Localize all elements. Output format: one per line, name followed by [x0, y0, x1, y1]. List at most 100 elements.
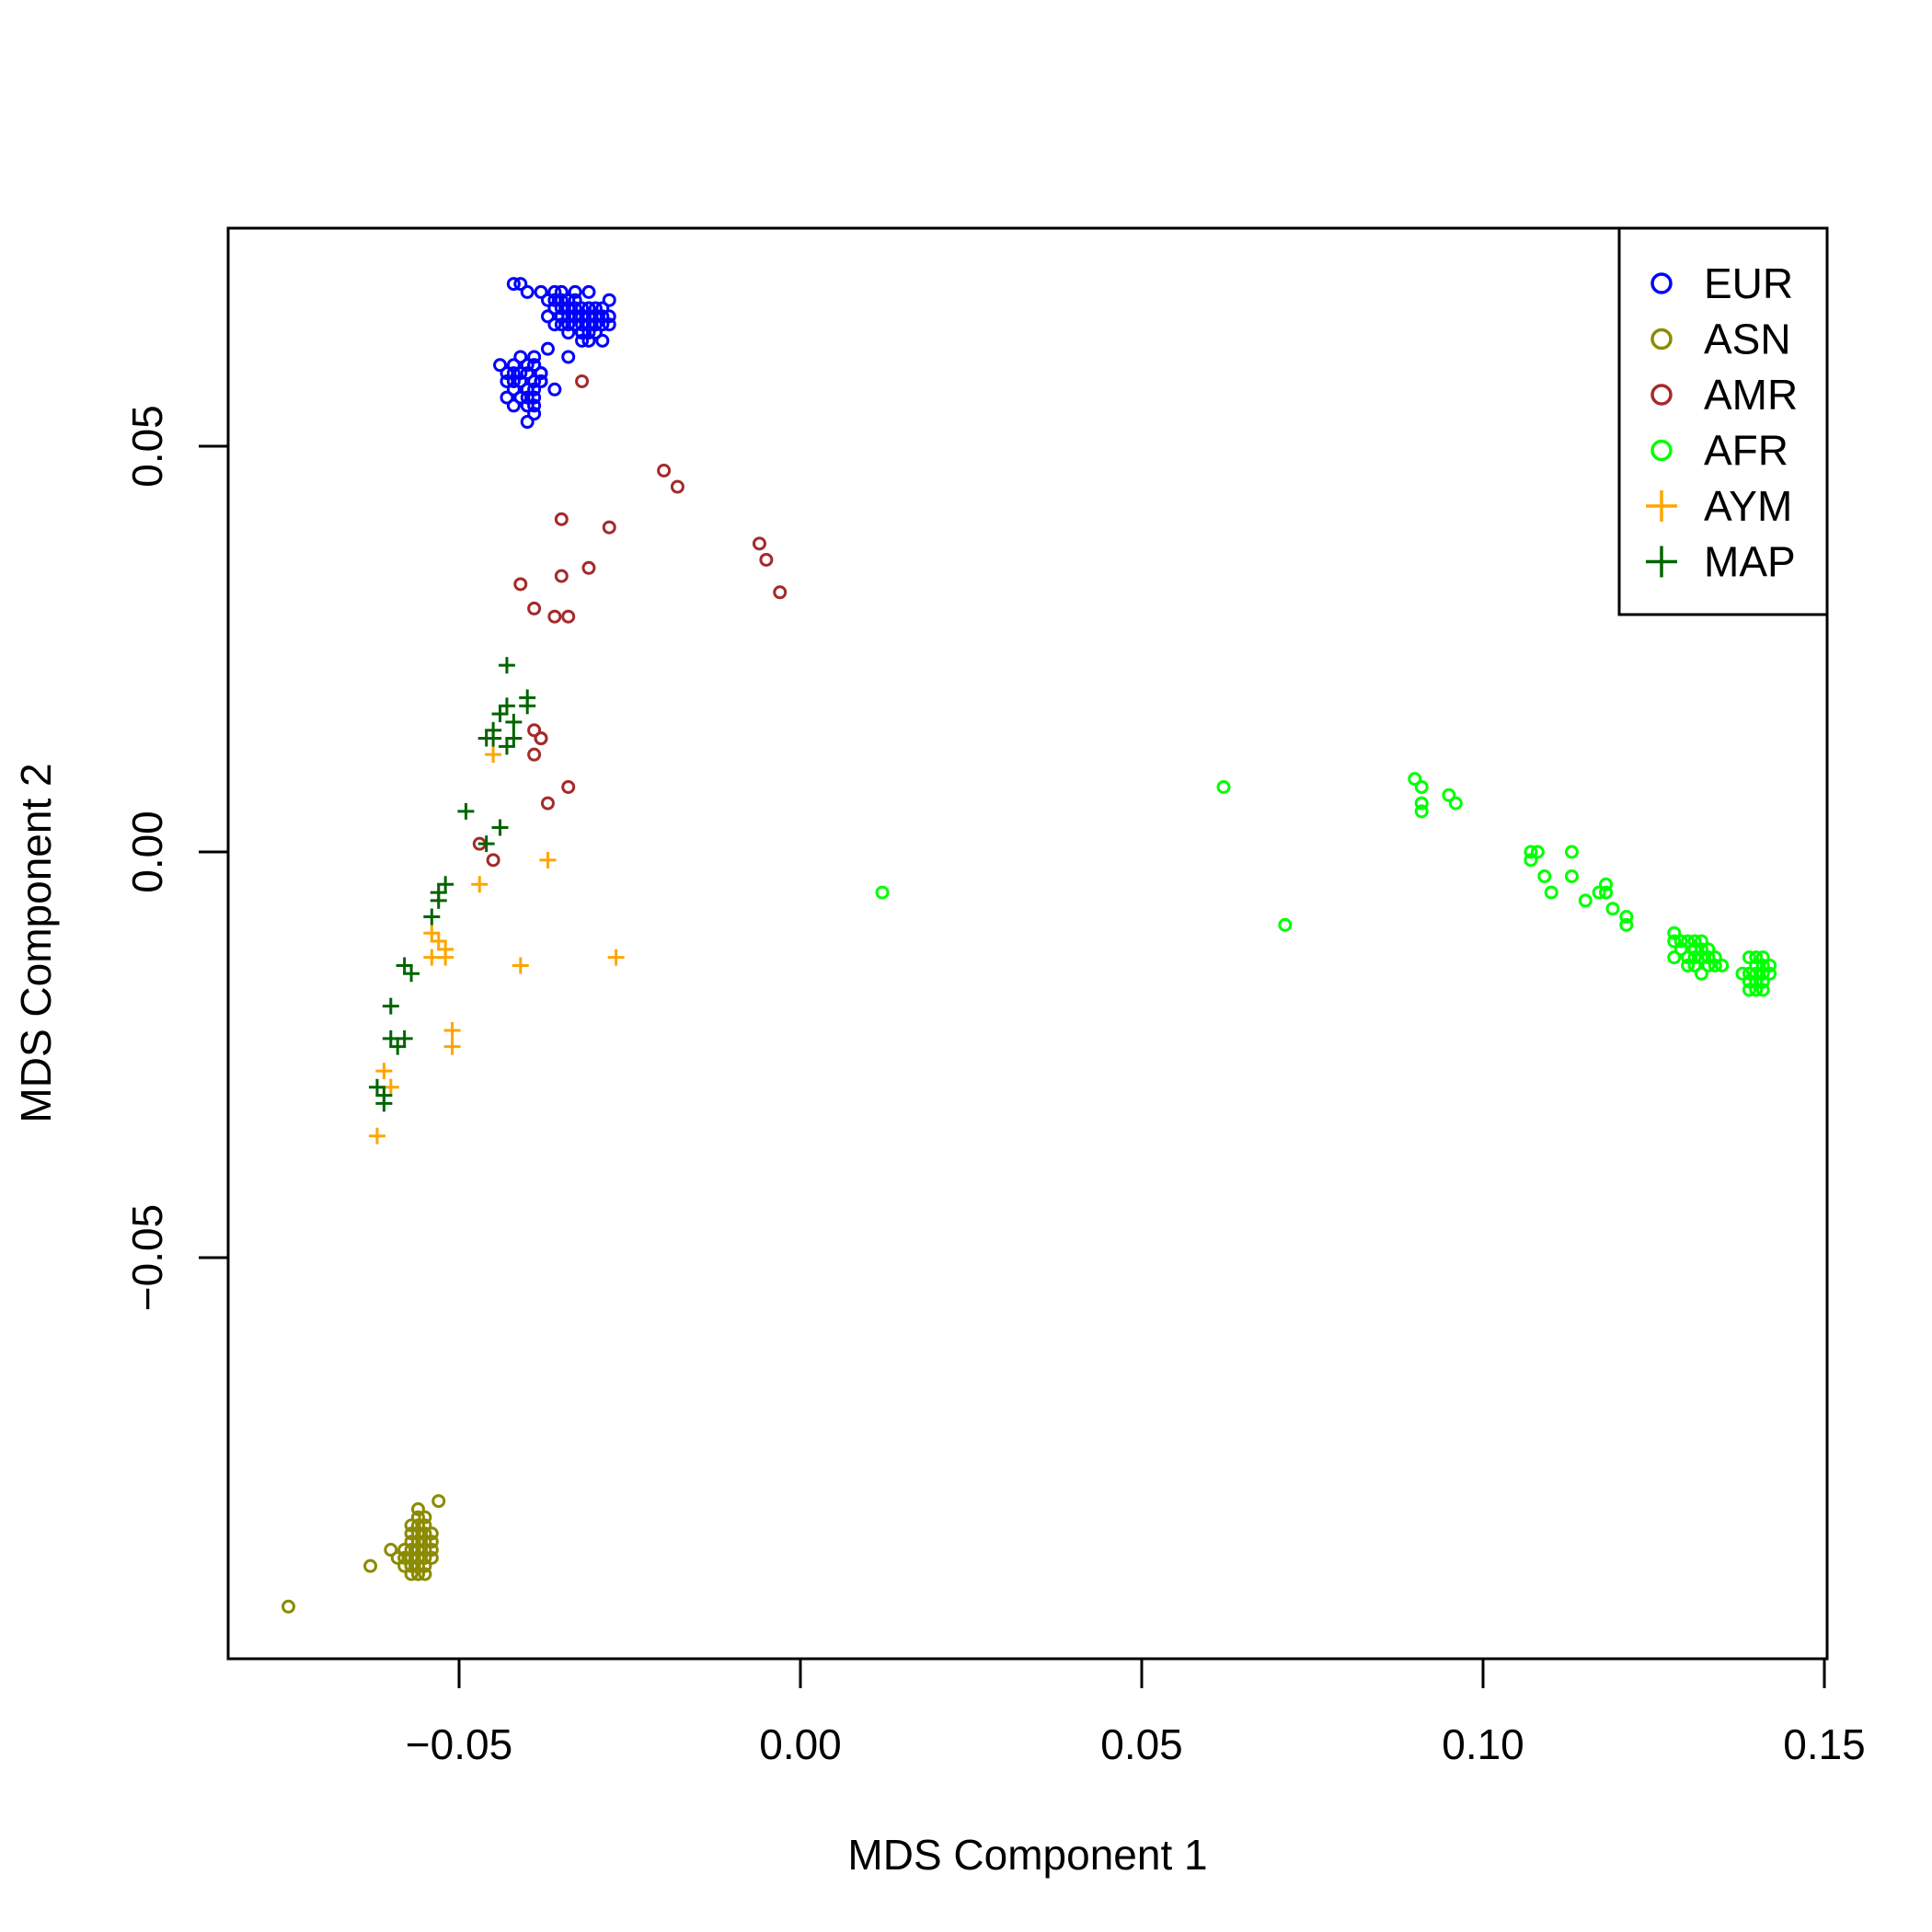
data-point [575, 333, 590, 348]
y-axis: −0.05 0.00 0.05 [123, 405, 230, 1311]
data-point [1708, 950, 1722, 965]
data-point [520, 284, 535, 299]
data-point [491, 819, 509, 836]
data-point [375, 1095, 393, 1112]
legend-item-map: MAP [1646, 538, 1796, 586]
data-point [1414, 779, 1429, 794]
data-point [1278, 917, 1293, 932]
data-point [418, 1518, 432, 1533]
data-point [396, 1029, 413, 1047]
data-point [410, 1518, 425, 1533]
data-point [1564, 868, 1579, 883]
data-point [457, 802, 475, 820]
data-point [1742, 983, 1756, 997]
data-point [539, 851, 557, 868]
data-point [568, 284, 582, 299]
data-point [520, 398, 535, 413]
data-point [602, 293, 616, 307]
data-point [595, 333, 610, 348]
y-tick-label: 0.05 [123, 405, 171, 488]
data-point [875, 885, 890, 900]
legend-label: AYM [1704, 482, 1792, 530]
data-point [1687, 950, 1702, 965]
data-point [1544, 885, 1558, 900]
data-point [1755, 974, 1770, 989]
data-point [477, 835, 495, 853]
data-point [477, 730, 495, 747]
data-point [1564, 845, 1579, 859]
series-map [368, 657, 536, 1112]
data-point [418, 1543, 432, 1558]
data-point [1701, 950, 1716, 965]
data-point [500, 366, 514, 381]
data-point [1599, 877, 1614, 891]
data-point [1673, 934, 1688, 949]
data-point [520, 390, 535, 405]
legend-item-amr: AMR [1650, 371, 1798, 419]
data-point [527, 723, 542, 738]
data-point [1749, 958, 1764, 972]
data-point [520, 366, 535, 381]
data-point [581, 326, 596, 340]
data-point [773, 585, 788, 600]
data-point [423, 908, 441, 926]
data-point [540, 341, 555, 356]
data-point [540, 309, 555, 324]
data-point [410, 1543, 425, 1558]
data-point [581, 284, 596, 299]
data-point [759, 552, 774, 567]
data-point [368, 1127, 385, 1144]
data-point [568, 301, 582, 316]
data-point [527, 390, 542, 405]
data-point [1708, 958, 1722, 972]
data-point [506, 374, 521, 388]
data-point [1599, 885, 1614, 900]
data-point [1667, 934, 1682, 949]
legend-marker [1646, 490, 1677, 522]
legend-box [1617, 226, 1829, 616]
data-point [1749, 983, 1764, 997]
data-point [547, 284, 562, 299]
data-point [1619, 917, 1634, 932]
data-point [520, 415, 535, 430]
legend-marker [1650, 384, 1673, 406]
data-point [554, 309, 569, 324]
data-point [602, 520, 616, 535]
data-point [418, 1535, 432, 1549]
data-point [424, 1535, 439, 1549]
data-point [506, 358, 521, 373]
data-point [554, 569, 569, 583]
data-point [397, 1543, 412, 1558]
data-point [418, 1550, 432, 1565]
data-point [1605, 902, 1620, 916]
legend: EUR ASN AMR AFR AYM MAP [1617, 226, 1829, 616]
data-point [375, 1063, 393, 1080]
data-point [588, 301, 603, 316]
data-point [282, 1599, 295, 1614]
data-point [410, 1501, 425, 1516]
data-point [581, 317, 596, 332]
data-point [554, 284, 569, 299]
data-point [520, 382, 535, 397]
data-point [1755, 966, 1770, 981]
data-point [430, 891, 447, 909]
data-point [505, 713, 523, 730]
data-point [1414, 804, 1429, 819]
x-tick-label: 0.05 [1100, 1720, 1183, 1768]
data-point [443, 1022, 461, 1040]
data-point [1442, 788, 1456, 802]
data-point [588, 309, 603, 324]
data-point [547, 382, 562, 397]
data-point [363, 1558, 378, 1573]
data-point [1667, 950, 1682, 965]
data-point [1749, 950, 1764, 965]
data-point [581, 301, 596, 316]
data-point [513, 277, 528, 292]
data-point [404, 1550, 419, 1565]
data-point [607, 949, 625, 966]
data-point [410, 1535, 425, 1549]
series-eur [493, 277, 616, 430]
series-asn [282, 1494, 446, 1614]
data-point [1742, 966, 1756, 981]
